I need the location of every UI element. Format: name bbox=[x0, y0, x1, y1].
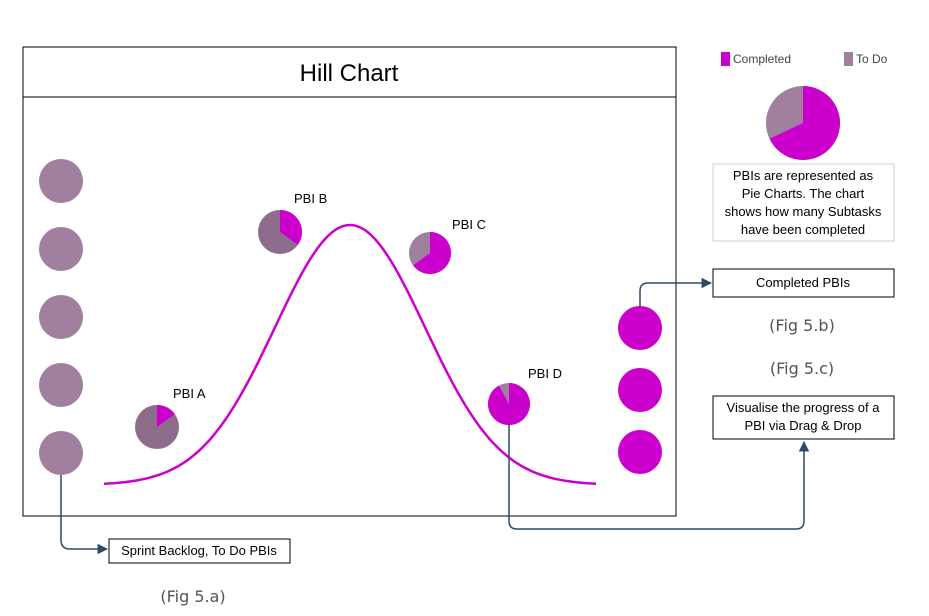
completed-connector-arrow bbox=[639, 277, 713, 307]
completed-pbis-box bbox=[712, 268, 895, 298]
backlog-pbi-circle[interactable] bbox=[39, 431, 83, 475]
legend-completed-swatch bbox=[721, 52, 730, 66]
completed-pbis-label: Completed PBIs bbox=[756, 275, 850, 290]
pbi-d-label: PBI D bbox=[528, 366, 562, 381]
pbi-b-label: PBI B bbox=[294, 191, 327, 206]
pbi-a-pie[interactable] bbox=[135, 405, 179, 449]
pbi-c-label: PBI C bbox=[452, 217, 486, 232]
fig-5c-label: (Fig 5.c) bbox=[770, 359, 834, 378]
drag-drop-line-1: Visualise the progress of a bbox=[727, 400, 881, 415]
completed-pbis-column bbox=[618, 306, 662, 474]
legend-example-pie bbox=[766, 86, 841, 160]
pie-explanation-line-2: Pie Charts. The chart bbox=[742, 186, 865, 201]
completed-pbi-circle[interactable] bbox=[618, 368, 662, 412]
drag-drop-box bbox=[712, 395, 895, 440]
fig-5b-label: (Fig 5.b) bbox=[769, 316, 835, 335]
pie-explanation-line-3: shows how many Subtasks bbox=[725, 204, 882, 219]
pbi-c-pie[interactable] bbox=[409, 232, 452, 275]
pie-completed-slice bbox=[769, 86, 841, 160]
sprint-backlog-label: Sprint Backlog, To Do PBIs bbox=[121, 543, 277, 558]
sprint-backlog-column bbox=[39, 159, 83, 475]
fig-5a-label: (Fig 5.a) bbox=[160, 587, 225, 606]
backlog-pbi-circle[interactable] bbox=[39, 159, 83, 203]
hill-curve bbox=[103, 223, 597, 486]
pie-completed-slice bbox=[280, 210, 303, 245]
pie-completed-slice bbox=[413, 232, 452, 275]
pie-explanation-line-1: PBIs are represented as bbox=[733, 168, 874, 183]
drag-drop-connector-arrow bbox=[508, 424, 810, 530]
hill-chart-title: Hill Chart bbox=[300, 60, 399, 87]
pbi-b-pie[interactable] bbox=[258, 210, 303, 254]
sprint-backlog-box bbox=[108, 538, 291, 564]
backlog-connector-arrow bbox=[60, 475, 109, 555]
backlog-pbi-circle[interactable] bbox=[39, 295, 83, 339]
drag-drop-line-2: PBI via Drag & Drop bbox=[744, 418, 861, 433]
legend-completed-label: Completed bbox=[733, 52, 791, 66]
pie-completed-slice bbox=[157, 405, 175, 427]
legend-todo-label: To Do bbox=[856, 52, 888, 66]
completed-pbi-circle[interactable] bbox=[618, 430, 662, 474]
hill-chart-frame bbox=[22, 46, 677, 517]
legend-todo-swatch bbox=[844, 52, 853, 66]
pbi-a-label: PBI A bbox=[173, 386, 206, 401]
completed-pbi-circle[interactable] bbox=[618, 306, 662, 350]
pie-completed-slice bbox=[488, 383, 531, 425]
backlog-pbi-circle[interactable] bbox=[39, 227, 83, 271]
pbi-d-pie[interactable] bbox=[488, 383, 531, 425]
pie-explanation-line-4: have been completed bbox=[741, 222, 865, 237]
backlog-pbi-circle[interactable] bbox=[39, 363, 83, 407]
pie-explanation-box bbox=[712, 163, 895, 242]
